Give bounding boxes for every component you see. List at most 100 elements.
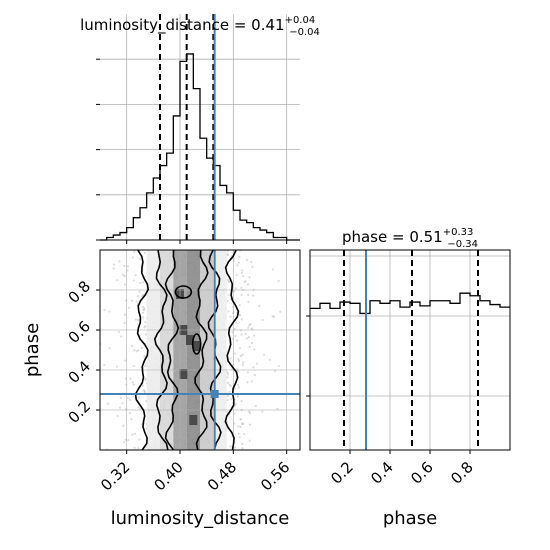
y-tick-label: 0.6 (65, 317, 95, 347)
contour-loop (174, 285, 193, 299)
sample-point (103, 308, 106, 312)
sample-point (240, 318, 243, 321)
sample-point (246, 283, 250, 286)
sample-point (240, 271, 244, 274)
sample-point (229, 315, 232, 318)
x-tick-label: 0.8 (447, 458, 477, 488)
sample-point (253, 334, 256, 337)
sample-point (242, 275, 245, 278)
sample-point (134, 273, 137, 277)
sample-point (131, 381, 135, 384)
sample-point (236, 395, 240, 398)
sample-point (246, 371, 249, 374)
sample-point (132, 383, 135, 386)
sample-point (139, 281, 142, 285)
sample-point (137, 406, 140, 409)
sample-point (255, 362, 259, 365)
x-tick-label: 0.40 (150, 458, 186, 494)
sample-point (137, 447, 140, 450)
x-tick-label: 0.6 (407, 458, 437, 488)
sample-point (142, 281, 145, 284)
sample-point (126, 265, 130, 268)
sample-point (133, 279, 136, 282)
sample-point (112, 263, 116, 266)
sample-point (261, 318, 264, 322)
sample-point (268, 358, 271, 361)
sample-point (234, 287, 237, 290)
y-axis-label-phase: phase (22, 323, 43, 377)
sample-point (233, 446, 236, 449)
sample-point (144, 321, 147, 324)
sample-point (131, 433, 134, 436)
sample-point (118, 406, 122, 409)
sample-point (240, 400, 243, 403)
sample-point (245, 258, 249, 262)
sample-point (138, 438, 141, 441)
panel-border (309, 249, 511, 451)
sample-point (239, 418, 242, 421)
sample-point (141, 384, 145, 387)
sample-point (133, 446, 136, 449)
sample-point (124, 438, 127, 441)
sample-point (244, 332, 247, 336)
joint-density-panel: 0.32 0.40 0.48 0.56 0.2 0.4 0.6 0.8 (65, 249, 301, 494)
sample-point (112, 267, 115, 270)
sample-point (226, 381, 230, 385)
sample-point (117, 330, 120, 334)
sample-point (248, 423, 251, 426)
sample-point (248, 412, 251, 415)
sample-point (133, 250, 136, 253)
sample-point (143, 251, 147, 254)
sample-point (238, 386, 241, 389)
sample-point (118, 260, 121, 263)
x-tick-label: 0.48 (204, 458, 240, 494)
sample-point (241, 353, 244, 356)
sample-point (234, 334, 237, 338)
contour-line (194, 250, 209, 450)
sample-point (277, 364, 280, 368)
x-tick-label: 0.4 (367, 458, 397, 488)
phase-title: phase = 0.51+0.33 −0.34 (342, 227, 478, 250)
sample-point (133, 349, 136, 352)
sample-point (236, 264, 239, 267)
sample-point (245, 337, 248, 340)
sample-point (258, 304, 261, 308)
sample-point (248, 439, 251, 442)
sample-point (248, 345, 251, 348)
sample-point (143, 390, 147, 394)
sample-point (233, 412, 236, 415)
sample-point (242, 361, 245, 364)
sample-point (144, 377, 147, 380)
sample-point (226, 299, 229, 303)
phase-histogram-panel: 0.2 0.4 0.6 0.8 phase = 0.51+0.33 −0.34 (306, 227, 511, 488)
sample-point (233, 327, 236, 330)
sample-point (131, 256, 134, 259)
density-column (146, 250, 160, 450)
sample-point (237, 432, 240, 436)
sample-point (276, 407, 279, 411)
sample-point (106, 402, 110, 405)
sample-point (123, 264, 126, 267)
density-patch (186, 335, 194, 345)
truth-marker (210, 390, 219, 398)
sample-point (137, 318, 140, 322)
sample-point (240, 286, 243, 289)
sample-point (129, 398, 132, 401)
contour-line (224, 250, 240, 450)
sample-point (248, 324, 251, 327)
sample-point (138, 257, 141, 260)
sample-point (251, 265, 254, 268)
sample-point (239, 425, 242, 429)
sample-point (229, 385, 232, 388)
sample-point (247, 336, 250, 339)
sample-point (241, 442, 244, 446)
sample-point (247, 410, 251, 413)
sample-point (227, 310, 230, 313)
sample-point (241, 422, 244, 425)
sample-point (132, 364, 135, 368)
sample-point (123, 283, 126, 286)
sample-point (244, 279, 247, 283)
sample-point (237, 359, 241, 362)
sample-point (240, 333, 243, 336)
sample-point (229, 357, 232, 360)
